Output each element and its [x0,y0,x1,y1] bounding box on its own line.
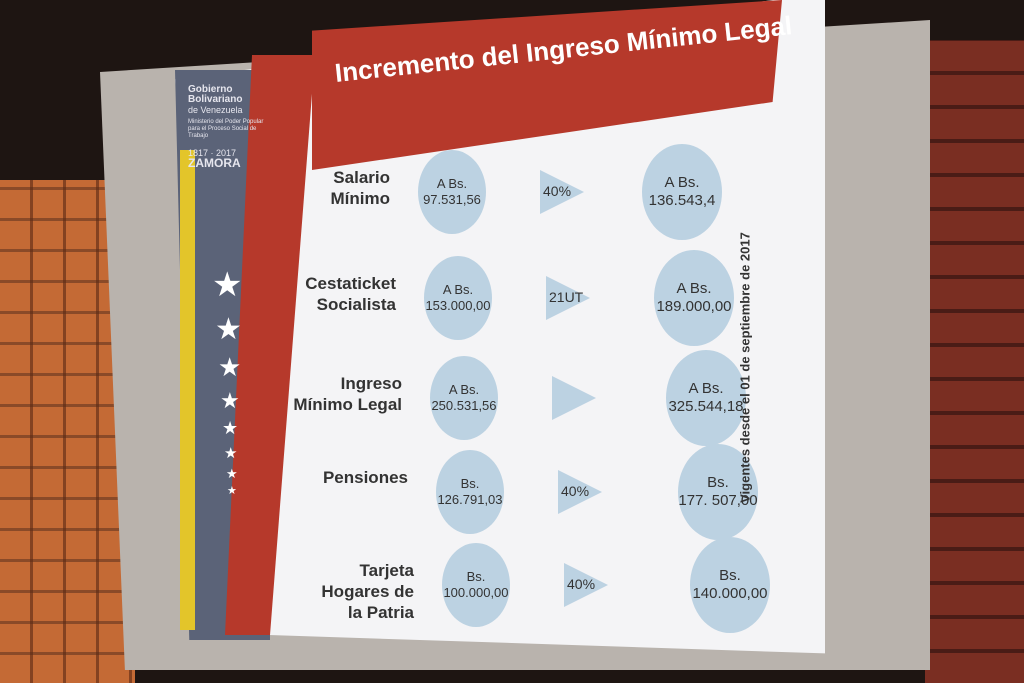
star-icon: ★ [215,313,242,346]
arrow-icon [558,470,602,514]
new-value: 177. 507,00 [678,492,758,509]
new-prefix: A Bs. [676,280,712,297]
validity-note: Vigentes desde el 01 de septiembre de 20… [737,232,753,503]
new-value: 325.544,18 [668,398,744,415]
arrow-icon [564,563,608,607]
new-value-circle: A Bs. 136.543,4 [642,144,722,240]
logo-line2: Bolivariano [188,94,243,105]
increase-label: 40% [543,183,572,199]
logo-ministry: Ministerio del Poder Popular para el Pro… [188,119,264,139]
current-value-circle: A Bs. 97.531,56 [418,150,486,234]
new-prefix: A Bs. [664,174,700,191]
brick-wall-right [925,40,1024,683]
new-value-circle: Bs. 177. 507,00 [678,444,758,540]
current-value: 153.000,00 [425,298,491,313]
current-value-circle: A Bs. 153.000,00 [424,256,492,340]
current-prefix: A Bs. [448,382,480,397]
current-value-circle: A Bs. 250.531,56 [430,356,498,440]
star-icon: ★ [224,445,238,462]
current-value-circle: Bs. 100.000,00 [442,543,510,627]
logo-years: 1817 · 2017 [188,148,237,158]
row-label: Pensiones [322,468,408,487]
row-label: Tarjeta Hogares de la Patria [321,561,414,622]
arrow-icon [546,276,590,320]
new-prefix: Bs. [719,567,741,584]
star-icon: ★ [220,388,240,413]
current-prefix: Bs. [466,569,486,584]
new-value: 136.543,4 [648,192,716,209]
increase-label: 21UT [549,289,584,305]
current-value: 250.531,56 [431,398,497,413]
new-value-circle: A Bs. 325.544,18 [666,350,746,446]
increase-label: 40% [567,576,596,592]
current-prefix: A Bs. [442,282,474,297]
current-value: 126.791,03 [437,492,503,507]
row-label: Cestaticket Socialista [305,274,396,314]
logo-zamora: ZAMORA [188,156,241,170]
star-icon: ★ [226,466,238,481]
current-prefix: Bs. [460,476,480,491]
star-icon: ★ [227,485,237,497]
current-prefix: A Bs. [436,176,468,191]
row-label: Ingreso Mínimo Legal [293,374,402,414]
row-label: Salario Mínimo [330,168,391,208]
logo-line1: Gobierno [188,84,233,95]
star-icon: ★ [212,266,243,304]
new-prefix: Bs. [707,474,729,491]
current-value: 100.000,00 [443,585,509,600]
government-logo: Gobierno Bolivariano de Venezuela Minist… [188,84,268,170]
increase-label: 40% [561,483,590,499]
new-value-circle: Bs. 140.000,00 [690,537,770,633]
star-icon: ★ [222,418,239,438]
new-prefix: A Bs. [688,380,724,397]
arrow-icon [540,170,584,214]
new-value-circle: A Bs. 189.000,00 [654,250,734,346]
logo-line3: de Venezuela [188,105,243,115]
arrow-icon [552,376,596,420]
yellow-stripe [180,150,230,630]
star-icon: ★ [218,352,242,382]
new-value: 189.000,00 [656,298,732,315]
new-value: 140.000,00 [692,585,768,602]
current-value: 97.531,56 [423,192,481,207]
current-value-circle: Bs. 126.791,03 [436,450,504,534]
